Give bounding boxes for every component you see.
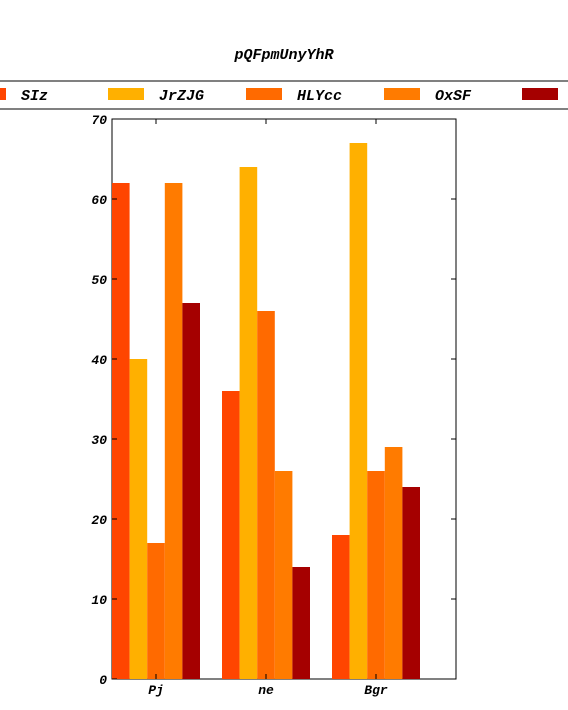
bar: [367, 471, 385, 679]
y-tick-label: 20: [91, 513, 107, 528]
legend: SIzJrZJGHLYccOxSFImo: [0, 80, 568, 110]
legend-label: HLYcc: [297, 88, 342, 105]
bar: [239, 167, 258, 679]
bar: [349, 143, 368, 679]
legend-swatch: [522, 88, 558, 100]
bar: [182, 303, 200, 679]
bar: [257, 311, 275, 679]
bar: [222, 391, 240, 679]
legend-swatch: [108, 88, 144, 100]
legend-swatch: [0, 88, 6, 100]
legend-label: OxSF: [435, 88, 472, 105]
y-tick-label: 70: [91, 113, 107, 128]
bar: [129, 359, 148, 679]
y-axis: 0 10 20 30 40 50 60 70: [91, 113, 456, 688]
legend-swatch: [384, 88, 420, 100]
bar: [147, 543, 165, 679]
x-tick-label: Bgr: [364, 683, 388, 698]
legend-label: JrZJG: [159, 88, 204, 105]
bar: [332, 535, 350, 679]
bar: [402, 487, 420, 679]
bar: [384, 447, 403, 679]
y-tick-label: 10: [91, 593, 107, 608]
bar: [164, 183, 183, 679]
y-tick-label: 50: [91, 273, 107, 288]
legend-swatch: [246, 88, 282, 100]
bar: [112, 183, 130, 679]
y-tick-label: 30: [91, 433, 107, 448]
y-tick-label: 40: [91, 353, 107, 368]
x-axis: Pj ne Bgr: [148, 119, 388, 698]
chart-title: pQFpmUnyYhR: [233, 47, 334, 64]
x-tick-label: ne: [258, 683, 274, 698]
bar: [292, 567, 310, 679]
bars: [112, 143, 420, 679]
legend-label: SIz: [21, 88, 48, 105]
y-tick-label: 60: [91, 193, 107, 208]
y-tick-label: 0: [99, 673, 107, 688]
x-tick-label: Pj: [148, 683, 164, 698]
bar: [274, 471, 293, 679]
